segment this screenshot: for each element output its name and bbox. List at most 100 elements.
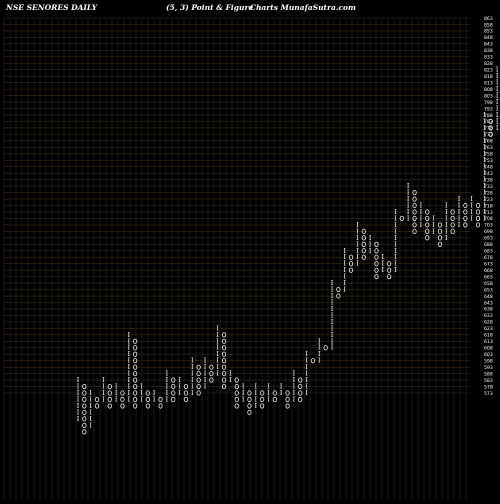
site-credit: Charts MunafaSutra.com [250, 3, 356, 12]
pnf-x-mark: I [102, 376, 105, 384]
pnf-x-mark: I [331, 324, 334, 332]
pnf-x-mark: I [293, 383, 296, 391]
pnf-x-mark: I [89, 415, 92, 423]
y-tick-label: 588 [484, 371, 493, 377]
y-tick-label: 603 [484, 352, 493, 358]
pnf-x-mark: I [115, 395, 118, 403]
pnf-x-mark: I [89, 395, 92, 403]
pnf-o-mark [475, 222, 481, 228]
pnf-x-mark: I [191, 363, 194, 371]
pnf-x-mark: I [305, 350, 308, 358]
pnf-o-mark [196, 364, 201, 370]
pnf-o-mark [272, 396, 277, 403]
pnf-o-mark [488, 118, 493, 125]
pnf-o-mark [298, 390, 303, 396]
y-tick-label: 613 [484, 339, 493, 345]
pnf-x-mark: I [216, 337, 219, 345]
pnf-o-mark [399, 215, 404, 222]
pnf-x-mark: I [115, 389, 118, 397]
pnf-x-mark: I [496, 92, 499, 100]
pnf-o-mark [82, 390, 87, 396]
pnf-o-mark [425, 215, 430, 222]
y-tick-label: 708 [484, 216, 493, 222]
y-tick-label: 678 [484, 255, 493, 261]
pnf-x-mark: I [166, 389, 169, 397]
pnf-x-mark: I [191, 389, 194, 397]
pnf-x-mark: I [305, 376, 308, 384]
y-tick-label: 828 [484, 61, 493, 67]
pnf-x-mark: I [420, 208, 423, 216]
pnf-o-mark [336, 293, 341, 299]
pnf-x-mark: I [216, 324, 219, 332]
pnf-o-mark [82, 396, 87, 403]
pnf-o-mark [120, 396, 125, 403]
pnf-x-mark: I [128, 350, 131, 358]
pnf-o-mark [298, 396, 303, 403]
pnf-x-mark: I [216, 363, 219, 371]
pnf-o-mark [412, 222, 417, 228]
pnf-x-mark: I [204, 357, 207, 365]
pnf-o-mark [133, 358, 138, 364]
pnf-o-mark [437, 228, 443, 234]
pnf-x-mark: I [356, 221, 359, 229]
pnf-x-mark: I [445, 214, 448, 222]
pnf-o-mark [171, 390, 176, 396]
pnf-x-mark: I [483, 176, 486, 184]
pnf-x-mark: I [445, 221, 448, 229]
pnf-o-mark [133, 371, 138, 377]
pnf-x-mark: I [166, 383, 169, 391]
pnf-x-mark: I [166, 395, 169, 403]
pnf-x-mark: I [216, 370, 219, 378]
pnf-x-mark: I [407, 182, 410, 190]
pnf-o-mark [488, 131, 493, 137]
pnf-o-mark [374, 248, 379, 254]
pnf-o-mark [437, 235, 443, 241]
pnf-o-mark [425, 222, 430, 228]
y-tick-label: 743 [484, 171, 493, 177]
pnf-x-mark: I [89, 408, 92, 416]
pnf-o-mark [82, 383, 87, 390]
pnf-x-mark: I [331, 305, 334, 313]
pnf-x-mark: I [128, 395, 131, 403]
pnf-x-mark: I [229, 370, 232, 378]
pnf-o-mark [374, 241, 379, 247]
pnf-o-mark [285, 396, 290, 403]
pnf-o-mark [247, 409, 252, 415]
pnf-o-mark [361, 254, 366, 260]
pnf-x-mark: I [102, 383, 105, 391]
pnf-o-mark [133, 338, 138, 344]
pnf-x-mark: I [483, 130, 486, 138]
pnf-x-mark: I [394, 266, 397, 274]
pnf-x-mark: I [204, 370, 207, 378]
pnf-o-mark [221, 338, 227, 344]
pnf-o-mark [260, 396, 265, 403]
pnf-o-mark [196, 390, 201, 396]
y-tick-label: 658 [484, 281, 493, 287]
pnf-x-mark: I [420, 202, 423, 210]
pnf-o-mark [82, 416, 87, 422]
y-tick-label: 633 [484, 313, 493, 319]
pnf-o-mark [221, 345, 227, 351]
pnf-x-mark: I [153, 389, 156, 397]
pnf-o-mark [374, 267, 379, 273]
pnf-x-mark: I [331, 318, 334, 326]
pnf-x-mark: I [77, 376, 80, 384]
pnf-o-mark [412, 196, 417, 202]
pnf-o-mark [221, 332, 227, 338]
y-tick-label: 573 [484, 391, 493, 397]
pnf-x-mark: I [483, 208, 486, 216]
pnf-x-mark: I [483, 202, 486, 210]
pnf-x-mark: I [432, 227, 435, 235]
pnf-x-mark: I [305, 357, 308, 365]
pnf-x-mark: I [420, 221, 423, 229]
y-tick-label: 788 [484, 113, 493, 119]
pnf-x-mark: I [305, 389, 308, 397]
y-tick-label: 823 [484, 68, 493, 74]
pnf-x-mark: I [394, 227, 397, 235]
y-tick-label: 833 [484, 55, 493, 61]
pnf-x-mark: I [445, 202, 448, 210]
pnf-o-mark [234, 403, 239, 409]
pnf-x-mark: I [305, 383, 308, 391]
